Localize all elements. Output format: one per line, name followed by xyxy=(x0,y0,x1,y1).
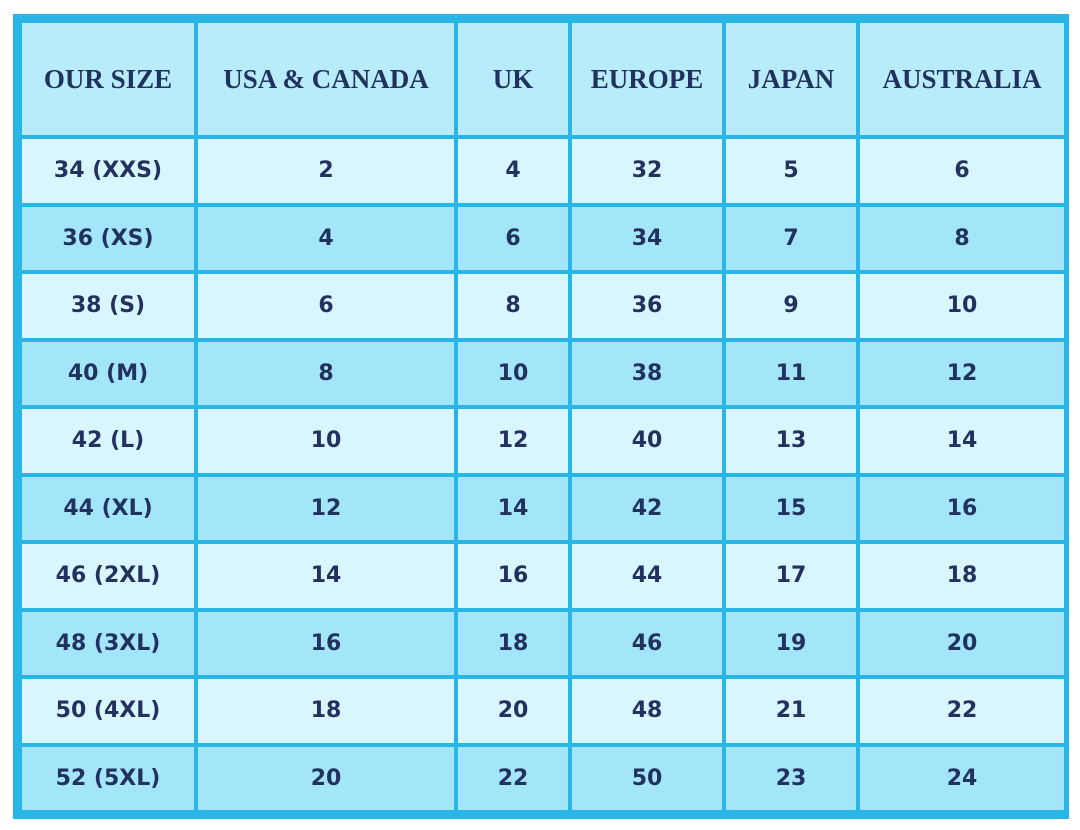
cell-usa-canada: 16 xyxy=(198,611,454,675)
cell-japan: 19 xyxy=(726,611,856,675)
table-row: 50 (4XL) 18 20 48 21 22 xyxy=(22,679,1064,743)
cell-europe: 36 xyxy=(572,274,722,338)
table-row: 46 (2XL) 14 16 44 17 18 xyxy=(22,544,1064,608)
cell-our-size: 34 (XXS) xyxy=(22,139,194,203)
header-australia: AUSTRALIA xyxy=(860,23,1064,135)
cell-europe: 38 xyxy=(572,341,722,405)
cell-japan: 11 xyxy=(726,341,856,405)
cell-japan: 13 xyxy=(726,409,856,473)
header-japan: JAPAN xyxy=(726,23,856,135)
cell-usa-canada: 20 xyxy=(198,746,454,810)
cell-japan: 21 xyxy=(726,679,856,743)
cell-our-size: 50 (4XL) xyxy=(22,679,194,743)
cell-our-size: 42 (L) xyxy=(22,409,194,473)
cell-europe: 44 xyxy=(572,544,722,608)
cell-our-size: 40 (M) xyxy=(22,341,194,405)
header-usa-canada: USA & CANADA xyxy=(198,23,454,135)
cell-japan: 17 xyxy=(726,544,856,608)
cell-our-size: 44 (XL) xyxy=(22,476,194,540)
cell-uk: 10 xyxy=(458,341,568,405)
cell-uk: 4 xyxy=(458,139,568,203)
cell-australia: 10 xyxy=(860,274,1064,338)
header-row: OUR SIZE USA & CANADA UK EUROPE JAPAN AU… xyxy=(22,23,1064,135)
table-row: 40 (M) 8 10 38 11 12 xyxy=(22,341,1064,405)
cell-usa-canada: 8 xyxy=(198,341,454,405)
cell-our-size: 46 (2XL) xyxy=(22,544,194,608)
cell-usa-canada: 10 xyxy=(198,409,454,473)
cell-europe: 48 xyxy=(572,679,722,743)
cell-japan: 15 xyxy=(726,476,856,540)
cell-europe: 34 xyxy=(572,206,722,270)
cell-uk: 14 xyxy=(458,476,568,540)
cell-australia: 12 xyxy=(860,341,1064,405)
cell-uk: 6 xyxy=(458,206,568,270)
table-row: 42 (L) 10 12 40 13 14 xyxy=(22,409,1064,473)
cell-japan: 7 xyxy=(726,206,856,270)
cell-europe: 32 xyxy=(572,139,722,203)
cell-australia: 18 xyxy=(860,544,1064,608)
cell-usa-canada: 2 xyxy=(198,139,454,203)
table-row: 36 (XS) 4 6 34 7 8 xyxy=(22,206,1064,270)
cell-uk: 20 xyxy=(458,679,568,743)
cell-australia: 8 xyxy=(860,206,1064,270)
size-conversion-table: OUR SIZE USA & CANADA UK EUROPE JAPAN AU… xyxy=(18,19,1068,814)
cell-our-size: 52 (5XL) xyxy=(22,746,194,810)
cell-our-size: 48 (3XL) xyxy=(22,611,194,675)
cell-japan: 23 xyxy=(726,746,856,810)
cell-uk: 18 xyxy=(458,611,568,675)
table-row: 48 (3XL) 16 18 46 19 20 xyxy=(22,611,1064,675)
cell-uk: 12 xyxy=(458,409,568,473)
cell-australia: 24 xyxy=(860,746,1064,810)
cell-japan: 9 xyxy=(726,274,856,338)
cell-uk: 22 xyxy=(458,746,568,810)
cell-australia: 14 xyxy=(860,409,1064,473)
cell-australia: 20 xyxy=(860,611,1064,675)
cell-usa-canada: 12 xyxy=(198,476,454,540)
table-row: 52 (5XL) 20 22 50 23 24 xyxy=(22,746,1064,810)
cell-uk: 16 xyxy=(458,544,568,608)
cell-australia: 16 xyxy=(860,476,1064,540)
cell-europe: 50 xyxy=(572,746,722,810)
table-row: 38 (S) 6 8 36 9 10 xyxy=(22,274,1064,338)
table-row: 44 (XL) 12 14 42 15 16 xyxy=(22,476,1064,540)
cell-europe: 42 xyxy=(572,476,722,540)
header-europe: EUROPE xyxy=(572,23,722,135)
cell-usa-canada: 4 xyxy=(198,206,454,270)
header-uk: UK xyxy=(458,23,568,135)
cell-usa-canada: 14 xyxy=(198,544,454,608)
cell-australia: 22 xyxy=(860,679,1064,743)
header-our-size: OUR SIZE xyxy=(22,23,194,135)
cell-europe: 40 xyxy=(572,409,722,473)
cell-our-size: 38 (S) xyxy=(22,274,194,338)
cell-australia: 6 xyxy=(860,139,1064,203)
cell-uk: 8 xyxy=(458,274,568,338)
cell-europe: 46 xyxy=(572,611,722,675)
cell-japan: 5 xyxy=(726,139,856,203)
table-body: 34 (XXS) 2 4 32 5 6 36 (XS) 4 6 34 7 8 38 (S) 6 8 36 9 10… xyxy=(22,139,1064,810)
cell-usa-canada: 18 xyxy=(198,679,454,743)
size-chart: OUR SIZE USA & CANADA UK EUROPE JAPAN AU… xyxy=(13,14,1069,819)
table-row: 34 (XXS) 2 4 32 5 6 xyxy=(22,139,1064,203)
cell-our-size: 36 (XS) xyxy=(22,206,194,270)
cell-usa-canada: 6 xyxy=(198,274,454,338)
